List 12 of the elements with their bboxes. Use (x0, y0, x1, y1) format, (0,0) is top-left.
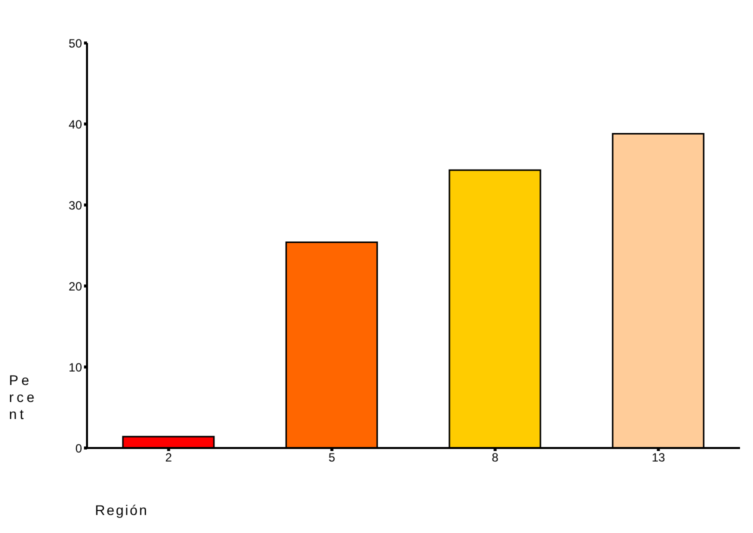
x-tick-label: 5 (328, 450, 336, 465)
x-tick-label: 8 (492, 450, 499, 465)
y-tick-label: 50 (68, 36, 82, 50)
y-tick-label: 10 (68, 360, 82, 374)
y-tick-label: 40 (68, 117, 82, 132)
y-tick-label: 20 (68, 279, 82, 294)
x-tick-label: 13 (652, 450, 666, 465)
y-axis-title: Percent (9, 372, 38, 423)
y-tick-label: 30 (68, 198, 82, 212)
y-tick-label: 0 (75, 441, 82, 456)
x-tick-label: 2 (165, 450, 172, 465)
x-axis-title: Región (95, 502, 148, 518)
